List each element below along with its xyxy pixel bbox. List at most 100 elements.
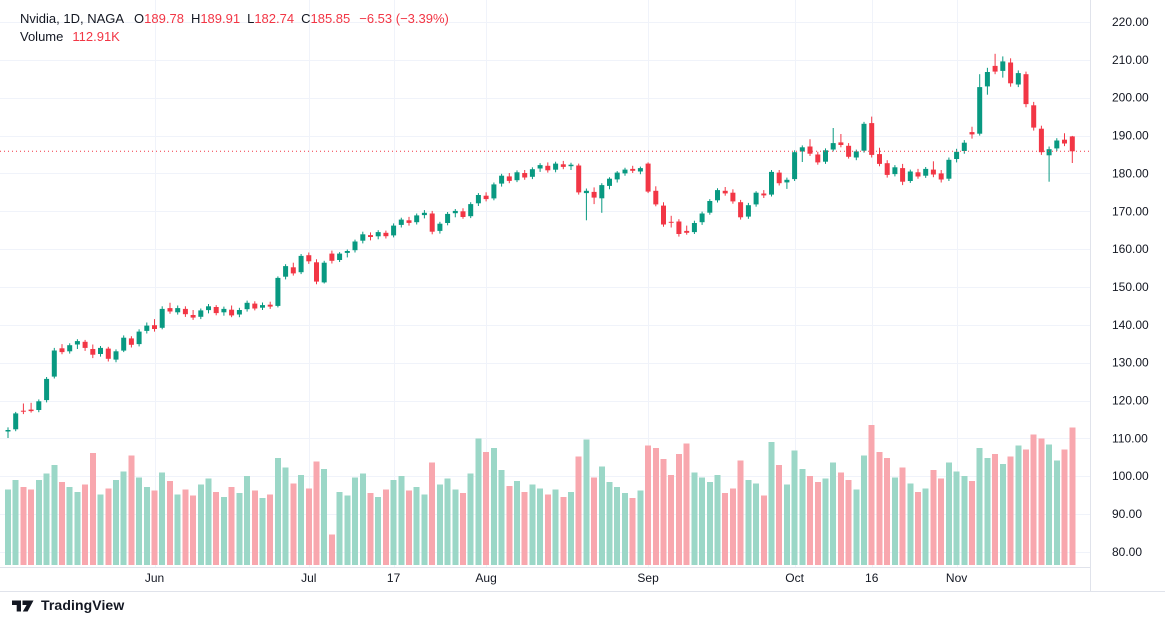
volume-bar <box>228 487 235 565</box>
candle-body <box>51 350 57 377</box>
candle-body <box>715 190 720 201</box>
candlesticks <box>5 53 1075 438</box>
low-label: L <box>247 11 255 26</box>
volume-label[interactable]: Volume <box>20 29 64 44</box>
time-axis[interactable]: Jun Jul 17 Aug Sep Oct 16 Nov <box>145 571 967 585</box>
price-tick-label: 150.00 <box>1112 280 1149 294</box>
volume-bar <box>544 494 551 565</box>
candle-body <box>152 325 157 329</box>
volume-bar <box>367 493 374 565</box>
volume-bar <box>598 466 605 565</box>
candle-body <box>352 241 358 251</box>
candle-body <box>892 167 898 175</box>
volume-bar <box>753 483 760 565</box>
tradingview-attribution[interactable]: TradingView <box>12 597 124 613</box>
candle-body <box>1023 74 1029 105</box>
candle-body <box>753 192 759 205</box>
candle-body <box>429 213 435 232</box>
candle-body <box>221 308 227 313</box>
candle-body <box>213 307 219 314</box>
candle-body <box>283 266 289 277</box>
price-tick-label: 110.00 <box>1112 431 1148 445</box>
candle-body <box>159 308 165 328</box>
time-tick-label: Sep <box>637 571 659 585</box>
volume-bar <box>43 473 50 565</box>
candle-body <box>90 349 96 355</box>
tradingview-logo-icon <box>12 600 34 611</box>
volume-bar <box>814 482 821 565</box>
candle-body <box>984 72 990 87</box>
candle-body <box>321 262 327 283</box>
price-axis[interactable]: 220.00 210.00 200.00 190.00 180.00 170.00 160.… <box>1112 15 1149 559</box>
volume-bar <box>714 474 721 565</box>
volume-bar <box>298 474 305 565</box>
candle-body <box>59 348 65 353</box>
candle-body <box>823 150 828 162</box>
candle-body <box>28 409 34 412</box>
volume-value: 112.91K <box>72 29 120 44</box>
volume-bar <box>274 457 281 565</box>
volume-bar <box>822 478 829 565</box>
candle-body <box>637 168 643 172</box>
volume-bar <box>737 460 744 565</box>
candle-body <box>1000 61 1006 71</box>
price-tick-label: 120.00 <box>1112 394 1149 408</box>
candle-body <box>452 210 458 214</box>
candle-body <box>992 65 998 72</box>
legend-volume-row: Volume 112.91K <box>20 28 449 46</box>
candle-body <box>522 173 528 178</box>
candle-body <box>499 175 505 184</box>
candle-body <box>529 169 535 177</box>
candle-body <box>553 163 559 170</box>
volume-bar <box>799 468 806 565</box>
candle-body <box>82 341 88 348</box>
volume-bar <box>961 476 968 565</box>
volume-bar <box>853 489 860 565</box>
candle-body <box>113 351 119 360</box>
volume-bar <box>406 490 412 565</box>
volume-bar <box>429 462 436 565</box>
candle-body <box>298 255 304 273</box>
volume-bar <box>51 465 58 565</box>
volume-bar <box>1038 438 1045 565</box>
volume-bars <box>5 425 1076 565</box>
volume-bar <box>1007 456 1014 565</box>
volume-bar <box>845 479 852 565</box>
volume-bar <box>783 484 790 565</box>
candle-body <box>969 132 975 135</box>
volume-bar <box>1046 444 1053 565</box>
candle-body <box>568 164 574 167</box>
candle-body <box>691 223 697 233</box>
time-tick-label: Jun <box>145 571 164 585</box>
volume-bar <box>151 490 158 565</box>
candle-body <box>653 190 659 205</box>
candle-body <box>383 232 389 237</box>
candle-body <box>645 163 651 192</box>
volume-bar <box>321 468 328 565</box>
volume-bar <box>976 448 983 565</box>
candle-body <box>483 195 489 200</box>
volume-bar <box>606 482 613 565</box>
volume-bar <box>514 481 520 565</box>
volume-bar <box>113 479 119 565</box>
volume-bar <box>969 481 975 565</box>
volume-bar <box>691 472 698 565</box>
candle-body <box>560 164 566 167</box>
candle-body <box>915 172 921 177</box>
volume-bar <box>537 488 544 565</box>
volume-bar <box>506 485 513 565</box>
volume-bar <box>259 498 266 565</box>
price-tick-label: 100.00 <box>1112 469 1149 483</box>
volume-bar <box>20 487 27 565</box>
symbol-title[interactable]: Nvidia, 1D, NAGA <box>20 11 125 26</box>
volume-bar <box>313 461 320 565</box>
volume-bar <box>352 477 358 565</box>
volume-bar <box>945 462 952 565</box>
candle-body <box>260 305 265 308</box>
volume-bar <box>668 474 675 565</box>
time-tick-label: Nov <box>946 571 967 585</box>
volume-bar <box>614 487 621 565</box>
volume-bar <box>675 454 682 565</box>
